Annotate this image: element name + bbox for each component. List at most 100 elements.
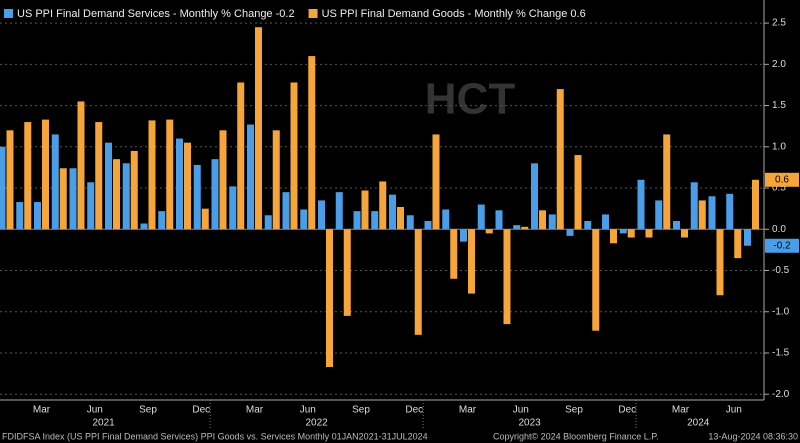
x-tick-label: Mar [33,405,51,416]
bar [744,229,751,246]
bar [485,229,493,234]
x-tick-label: Sep [565,405,583,416]
value-tag-label: 0.6 [775,174,789,185]
x-tick-label: Mar [246,405,264,416]
y-tick-label: -0.5 [772,265,790,276]
bar [556,89,564,230]
bar [414,229,422,335]
bar [113,159,120,230]
year-label: 2023 [519,418,542,429]
legend-label: US PPI Final Demand Goods - Monthly % Ch… [322,8,586,20]
bar [158,211,166,230]
y-tick-label: 0.5 [772,183,786,194]
x-tick-label: Mar [459,405,477,416]
bar [477,204,485,230]
year-label: 2024 [687,418,710,429]
y-tick-label: -1.0 [772,306,790,317]
bar [397,207,404,230]
year-label: 2021 [93,418,116,429]
bar [726,193,734,230]
bar [42,119,49,230]
bar [734,229,742,259]
bar [716,229,724,296]
legend-swatch [308,9,318,18]
bar [663,134,671,230]
bar [379,181,387,230]
bar [105,142,112,230]
bar [495,210,503,230]
y-tick-label: 1.5 [772,100,786,111]
y-tick-label: -2.0 [772,389,790,400]
bar [69,168,77,230]
bar [176,138,183,230]
bar [673,221,680,230]
bar [460,229,467,242]
bar [406,215,414,230]
bar [229,186,237,230]
bar [592,229,600,331]
bar [424,221,432,230]
legend-label: US PPI Final Demand Services - Monthly %… [17,8,295,20]
x-tick-label: Dec [405,405,423,416]
bar [361,190,369,230]
bar [645,229,653,238]
bar [290,82,298,230]
bar [282,192,290,230]
x-tick-label: Jun [87,405,103,416]
bar [637,179,645,230]
bar [184,142,191,230]
bar [34,202,41,230]
x-tick-label: Sep [139,405,157,416]
bar [247,124,254,230]
bar [318,200,325,230]
y-tick-label: 2.5 [772,18,786,29]
bar [6,130,14,230]
bar [0,146,6,230]
bar [539,210,546,230]
bar [548,214,556,230]
bar [353,211,361,230]
bar [16,202,24,230]
x-tick-label: Jun [513,405,529,416]
footer-timestamp: 13-Aug-2024 08:36:30 [708,431,798,441]
bar [308,56,316,230]
bar [140,223,148,230]
bar [432,134,440,230]
bar [690,182,698,230]
bar [610,229,617,244]
bar [389,194,396,230]
year-label: 2022 [306,418,329,429]
bar [442,209,450,230]
bar [148,120,156,230]
x-tick-label: Sep [352,405,370,416]
legend-swatch [4,9,13,18]
x-tick-label: Dec [192,405,210,416]
watermark: HCT [425,75,516,124]
bar [166,119,174,230]
bar [272,130,280,230]
bar [326,229,333,368]
bar [95,122,103,230]
bar [237,82,245,230]
bar [584,221,592,230]
y-tick-label: 1.0 [772,141,786,152]
bar [708,196,716,230]
y-tick-label: 2.0 [772,59,786,70]
bar [752,179,759,230]
bar [619,229,627,234]
bar [343,229,351,316]
x-tick-label: Jun [726,405,742,416]
bar [566,229,574,236]
bar [698,200,706,230]
bar [130,150,138,230]
bar [574,155,582,230]
bar [122,163,130,230]
bar [521,226,529,230]
bar [602,214,609,230]
bar [77,101,85,230]
bar [264,215,272,230]
bar [255,27,262,230]
bar [51,134,59,230]
footer-source: FDIDFSA Index (US PPI Final Demand Servi… [2,431,428,441]
bar [59,168,67,230]
